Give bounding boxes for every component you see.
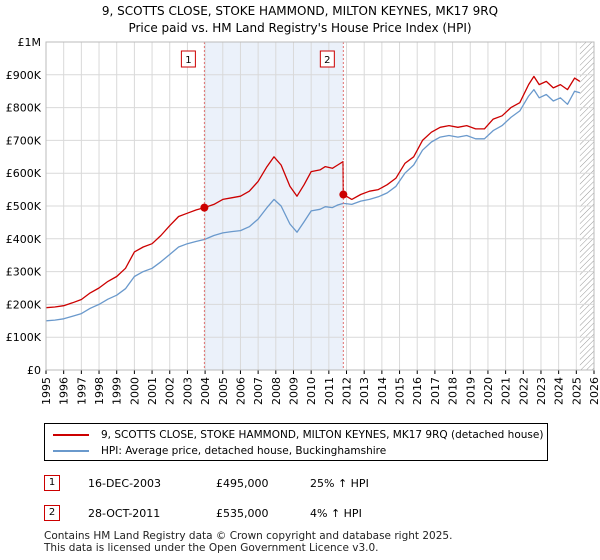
- x-tick-label: 2014: [376, 377, 389, 405]
- x-tick-label: 2003: [181, 377, 194, 405]
- hpi-line: [45, 88, 581, 322]
- y-tick-label: £1M: [18, 36, 42, 49]
- legend-label-hpi: HPI: Average price, detached house, Buck…: [101, 445, 387, 457]
- x-tick-label: 2012: [341, 377, 354, 405]
- y-tick-label: £200K: [6, 298, 42, 311]
- transaction-number-badge: 2: [44, 505, 60, 521]
- x-tick-label: 1997: [75, 377, 88, 405]
- footer-copyright: Contains HM Land Registry data © Crown c…: [44, 530, 453, 542]
- x-tick-label: 2010: [305, 377, 318, 405]
- y-tick-label: £100K: [6, 331, 42, 344]
- footer-license: This data is licensed under the Open Gov…: [44, 542, 379, 554]
- transaction-label-box: [180, 50, 196, 68]
- transaction-hpi-change: 25% ↑ HPI: [310, 477, 369, 490]
- x-tick-label: 1996: [58, 377, 71, 405]
- chart-legend: 9, SCOTTS CLOSE, STOKE HAMMOND, MILTON K…: [44, 423, 548, 461]
- x-tick-label: 2021: [500, 377, 513, 405]
- x-tick-label: 2023: [535, 377, 548, 405]
- x-tick-label: 2008: [270, 377, 283, 405]
- transaction-price: £495,000: [216, 477, 269, 490]
- x-tick-label: 2009: [287, 377, 300, 405]
- y-tick-label: £0: [27, 364, 41, 377]
- x-tick-label: 1999: [111, 377, 124, 405]
- x-tick-label: 2005: [217, 377, 230, 405]
- transaction-hpi-change: 4% ↑ HPI: [310, 507, 362, 520]
- legend-swatch-property: [53, 434, 89, 436]
- x-tick-label: 2016: [411, 377, 424, 405]
- y-tick-label: £700K: [6, 134, 42, 147]
- x-tick-label: 1995: [40, 377, 53, 405]
- transaction-label-box: [319, 50, 335, 68]
- y-tick-label: £900K: [6, 69, 42, 82]
- x-tick-label: 2017: [429, 377, 442, 405]
- x-tick-label: 2018: [447, 377, 460, 405]
- transaction-point: [339, 190, 348, 199]
- x-tick-label: 2026: [588, 377, 600, 405]
- transaction-point: [200, 203, 209, 212]
- x-tick-label: 2001: [146, 377, 159, 405]
- plot-frame: [45, 41, 595, 371]
- legend-label-property: 9, SCOTTS CLOSE, STOKE HAMMOND, MILTON K…: [101, 429, 544, 441]
- x-tick-label: 1998: [93, 377, 106, 405]
- x-tick-label: 2000: [128, 377, 141, 405]
- attribution-footer: Contains HM Land Registry data © Crown c…: [44, 530, 452, 554]
- legend-swatch-hpi: [53, 450, 89, 452]
- chart-subtitle: Price paid vs. HM Land Registry's House …: [128, 21, 472, 35]
- transaction-label-number: 2: [324, 55, 330, 66]
- legend-item-property: 9, SCOTTS CLOSE, STOKE HAMMOND, MILTON K…: [53, 427, 543, 443]
- transaction-label-number: 1: [185, 55, 191, 66]
- x-tick-label: 2011: [323, 377, 336, 405]
- x-tick-label: 2019: [464, 377, 477, 405]
- y-tick-label: £500K: [6, 200, 42, 213]
- price-chart: 1 2 £0 £100K £200K £300K £400K £500K £600K £700K…: [6, 36, 600, 405]
- x-tick-label: 2004: [199, 377, 212, 405]
- x-tick-label: 2020: [482, 377, 495, 405]
- x-tick-label: 2022: [517, 377, 530, 405]
- transaction-date: 28-OCT-2011: [88, 507, 161, 520]
- legend-item-hpi: HPI: Average price, detached house, Buck…: [53, 443, 386, 459]
- y-tick-label: £400K: [6, 233, 42, 246]
- x-tick-label: 2002: [164, 377, 177, 405]
- transaction-date: 16-DEC-2003: [88, 477, 162, 490]
- x-tick-label: 2013: [358, 377, 371, 405]
- y-tick-label: £300K: [6, 266, 42, 279]
- property-price-line: [45, 75, 581, 309]
- y-tick-label: £800K: [6, 102, 42, 115]
- x-tick-label: 2007: [252, 377, 265, 405]
- x-tick-label: 2006: [234, 377, 247, 405]
- x-tick-label: 2024: [553, 377, 566, 405]
- x-tick-label: 2025: [570, 377, 583, 405]
- chart-title-address: 9, SCOTTS CLOSE, STOKE HAMMOND, MILTON K…: [101, 4, 499, 18]
- y-tick-label: £600K: [6, 167, 42, 180]
- transaction-price: £535,000: [216, 507, 269, 520]
- transaction-number-badge: 1: [44, 475, 60, 491]
- x-tick-label: 2015: [394, 377, 407, 405]
